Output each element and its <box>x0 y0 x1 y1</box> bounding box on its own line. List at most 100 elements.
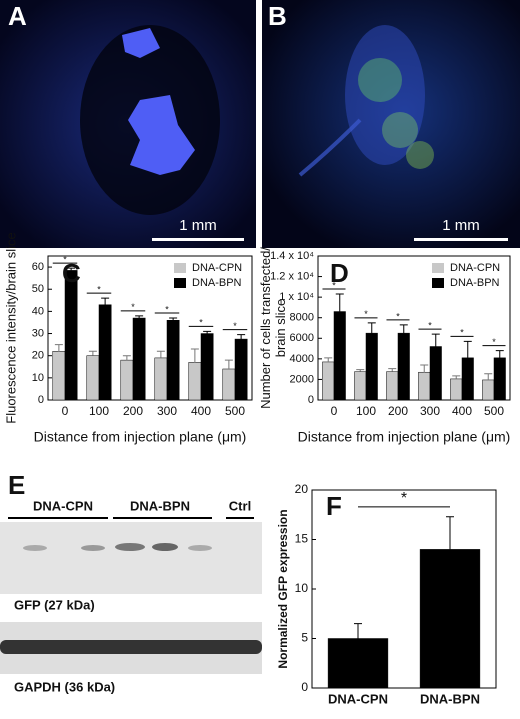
y-tick-label: 4000 <box>290 353 314 365</box>
y-tick-label: 5 <box>301 631 308 645</box>
bar <box>482 379 495 401</box>
bar <box>166 319 180 401</box>
y-tick-label: 15 <box>295 532 309 546</box>
error-bar <box>420 364 429 373</box>
bar <box>461 357 474 401</box>
y-tick-label: 1.4 x 10⁴ <box>270 250 314 262</box>
x-tick-label: 400 <box>191 404 211 418</box>
blot-gapdh <box>0 622 262 674</box>
legend-swatch <box>174 278 186 288</box>
bar <box>429 346 442 401</box>
bar <box>98 304 112 401</box>
y-tick-label: 0 <box>38 394 44 406</box>
bar <box>418 371 431 401</box>
error-bar <box>88 350 97 356</box>
significance-mark: * <box>199 318 203 328</box>
error-bar <box>156 350 165 358</box>
bar <box>333 311 346 401</box>
y-axis-label: Normalized GFP expression <box>276 509 290 668</box>
image-b <box>262 0 520 248</box>
y-tick-label: 2000 <box>290 373 314 385</box>
panel-label: A <box>8 1 27 31</box>
error-bar <box>354 623 362 639</box>
bar <box>386 371 399 401</box>
scale-bar-label: 1 mm <box>442 217 480 234</box>
significance-mark: * <box>63 255 67 265</box>
scale-bar-label: 1 mm <box>179 217 217 234</box>
error-bar <box>399 324 408 334</box>
plot-frame <box>317 255 511 401</box>
error-bar <box>446 516 454 550</box>
bar <box>493 357 506 401</box>
bar <box>419 549 481 689</box>
error-bar <box>54 344 63 352</box>
y-tick-label: 6000 <box>290 332 314 344</box>
legend-label: DNA-BPN <box>450 277 500 289</box>
significance-mark: * <box>165 304 169 314</box>
significance-mark: * <box>396 311 400 321</box>
significance-mark: * <box>233 321 237 331</box>
y-axis-label: Fluorescence intensity/brain slice <box>3 232 18 423</box>
error-bar <box>67 267 76 271</box>
x-tick-label: 300 <box>157 404 177 418</box>
x-tick-label: 100 <box>356 404 376 418</box>
significance-mark: * <box>492 337 496 347</box>
blot-gfp <box>0 522 262 594</box>
error-bar <box>190 348 199 363</box>
x-tick-label: 100 <box>89 404 109 418</box>
error-bar <box>463 340 472 358</box>
error-bar <box>484 373 493 380</box>
significance-mark: * <box>460 328 464 338</box>
error-bar <box>237 334 246 340</box>
error-bar <box>495 350 504 358</box>
panel-label: D <box>330 258 349 288</box>
x-axis-label: Distance from injection plane (μm) <box>34 429 247 445</box>
legend-swatch <box>174 263 186 273</box>
x-tick-label: 500 <box>484 404 504 418</box>
x-tick-label: 200 <box>123 404 143 418</box>
significance-mark: * <box>332 280 336 290</box>
lane-label: Ctrl <box>229 498 251 513</box>
x-tick-label: DNA-BPN <box>420 691 480 706</box>
image-a <box>0 0 256 248</box>
bar <box>397 332 410 401</box>
band-label: GAPDH (36 kDa) <box>14 679 115 694</box>
bar <box>132 317 146 401</box>
y-tick-label: 10 <box>32 372 44 384</box>
panel-label: C <box>62 258 81 288</box>
y-tick-label: 0 <box>308 394 314 406</box>
y-tick-label: 60 <box>32 261 44 273</box>
significance-mark: * <box>401 490 407 507</box>
x-tick-label: 300 <box>420 404 440 418</box>
lane-label: DNA-BPN <box>130 498 190 513</box>
panel-label: B <box>268 1 287 31</box>
y-tick-label: 8000 <box>290 312 314 324</box>
bar <box>154 357 168 401</box>
bar <box>64 270 78 401</box>
legend-label: DNA-CPN <box>192 262 242 274</box>
significance-mark: * <box>364 309 368 319</box>
error-bar <box>367 322 376 334</box>
bar <box>222 368 236 401</box>
error-bar <box>388 368 397 372</box>
y-tick-label: 1.2 x 10⁴ <box>270 270 314 282</box>
bar <box>327 638 389 689</box>
y-tick-label: 40 <box>32 305 44 317</box>
y-tick-label: 10 <box>295 581 309 595</box>
x-tick-label: 500 <box>225 404 245 418</box>
panel-label: F <box>326 491 342 521</box>
bar <box>354 371 367 401</box>
bar <box>86 355 100 401</box>
error-bar <box>224 359 233 369</box>
y-tick-label: 30 <box>32 327 44 339</box>
error-bar <box>431 333 440 347</box>
bar <box>365 332 378 401</box>
bar <box>450 378 463 401</box>
panel-label: E <box>8 470 25 500</box>
legend-swatch <box>432 263 444 273</box>
bar <box>322 361 335 401</box>
bar <box>52 351 66 401</box>
error-bar <box>101 297 110 305</box>
y-tick-label: 1 x 10⁴ <box>279 291 314 303</box>
error-bar <box>356 369 365 372</box>
